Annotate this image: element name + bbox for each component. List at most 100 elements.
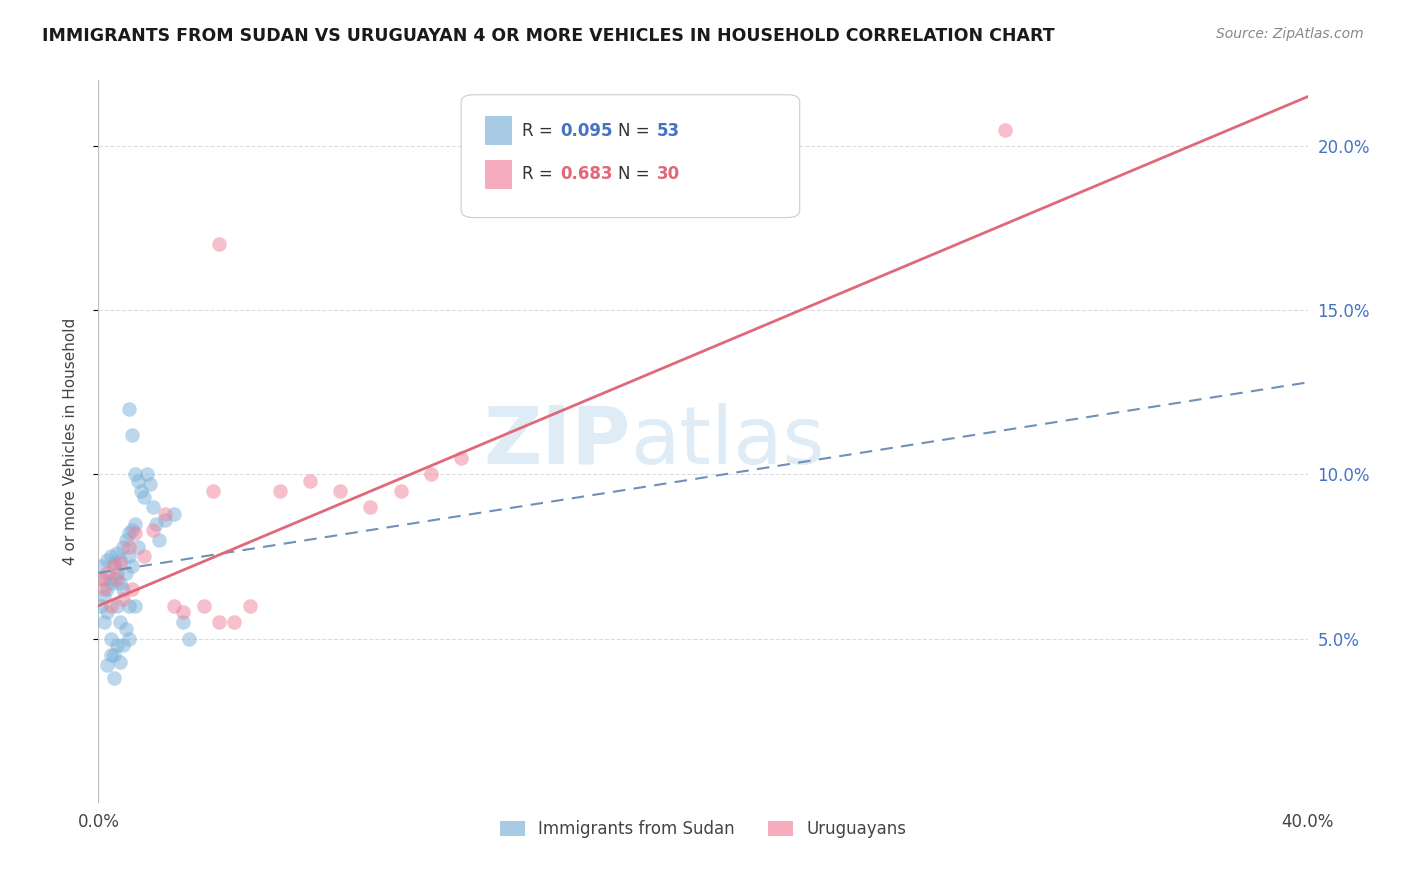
- Point: [103, 671, 125, 685]
- Point: [111, 582, 134, 597]
- Point: [96, 582, 118, 597]
- Point: [105, 599, 128, 613]
- Point: [224, 615, 246, 630]
- Point: [118, 599, 141, 613]
- Point: [142, 500, 165, 515]
- Point: [360, 500, 382, 515]
- Point: [103, 573, 125, 587]
- Point: [103, 648, 125, 662]
- Text: R =: R =: [522, 122, 558, 140]
- Point: [114, 622, 136, 636]
- Point: [108, 615, 131, 630]
- Point: [127, 540, 149, 554]
- Point: [118, 526, 141, 541]
- Point: [179, 632, 201, 646]
- Bar: [485, 117, 512, 145]
- Point: [124, 516, 146, 531]
- Point: [420, 467, 443, 482]
- Point: [129, 483, 152, 498]
- Point: [124, 526, 146, 541]
- Text: ZIP: ZIP: [484, 402, 630, 481]
- Text: atlas: atlas: [630, 402, 825, 481]
- Point: [111, 638, 134, 652]
- Point: [121, 428, 143, 442]
- Text: 0.095: 0.095: [561, 122, 613, 140]
- Point: [105, 638, 128, 652]
- Point: [108, 553, 131, 567]
- Point: [105, 573, 128, 587]
- FancyBboxPatch shape: [461, 95, 800, 218]
- Point: [96, 566, 118, 580]
- Point: [100, 648, 122, 662]
- Point: [118, 632, 141, 646]
- Point: [135, 467, 157, 482]
- Text: IMMIGRANTS FROM SUDAN VS URUGUAYAN 4 OR MORE VEHICLES IN HOUSEHOLD CORRELATION C: IMMIGRANTS FROM SUDAN VS URUGUAYAN 4 OR …: [42, 27, 1054, 45]
- Bar: [485, 160, 512, 189]
- Point: [148, 533, 170, 547]
- Point: [208, 237, 231, 252]
- Point: [96, 605, 118, 619]
- Text: 30: 30: [657, 165, 681, 183]
- Point: [239, 599, 262, 613]
- Point: [114, 566, 136, 580]
- Point: [202, 483, 225, 498]
- Point: [153, 507, 176, 521]
- Point: [105, 546, 128, 560]
- Text: N =: N =: [619, 165, 655, 183]
- Point: [124, 599, 146, 613]
- Point: [93, 573, 115, 587]
- Point: [450, 450, 472, 465]
- Point: [96, 657, 118, 672]
- Text: 0.683: 0.683: [561, 165, 613, 183]
- Point: [208, 615, 231, 630]
- Text: R =: R =: [522, 165, 558, 183]
- Point: [172, 605, 194, 619]
- Y-axis label: 4 or more Vehicles in Household: 4 or more Vehicles in Household: [63, 318, 77, 566]
- Point: [193, 599, 215, 613]
- Point: [163, 507, 186, 521]
- Point: [103, 559, 125, 574]
- Point: [269, 483, 291, 498]
- Point: [132, 491, 155, 505]
- Point: [108, 575, 131, 590]
- Point: [127, 474, 149, 488]
- Point: [124, 467, 146, 482]
- Point: [96, 553, 118, 567]
- Text: 53: 53: [657, 122, 681, 140]
- Point: [121, 523, 143, 537]
- Point: [90, 573, 112, 587]
- Point: [108, 655, 131, 669]
- Text: Source: ZipAtlas.com: Source: ZipAtlas.com: [1216, 27, 1364, 41]
- Point: [93, 589, 115, 603]
- Point: [329, 483, 352, 498]
- Legend: Immigrants from Sudan, Uruguayans: Immigrants from Sudan, Uruguayans: [494, 814, 912, 845]
- Point: [105, 566, 128, 580]
- Point: [153, 513, 176, 527]
- Point: [90, 559, 112, 574]
- Point: [132, 549, 155, 564]
- Point: [114, 533, 136, 547]
- Point: [100, 632, 122, 646]
- Point: [994, 122, 1017, 136]
- Point: [100, 599, 122, 613]
- Point: [93, 615, 115, 630]
- Text: N =: N =: [619, 122, 655, 140]
- Point: [90, 599, 112, 613]
- Point: [93, 582, 115, 597]
- Point: [118, 549, 141, 564]
- Point: [142, 523, 165, 537]
- Point: [163, 599, 186, 613]
- Point: [121, 559, 143, 574]
- Point: [111, 540, 134, 554]
- Point: [389, 483, 412, 498]
- Point: [103, 556, 125, 570]
- Point: [108, 556, 131, 570]
- Point: [172, 615, 194, 630]
- Point: [111, 592, 134, 607]
- Point: [139, 477, 162, 491]
- Point: [118, 401, 141, 416]
- Point: [118, 540, 141, 554]
- Point: [100, 549, 122, 564]
- Point: [145, 516, 167, 531]
- Point: [100, 575, 122, 590]
